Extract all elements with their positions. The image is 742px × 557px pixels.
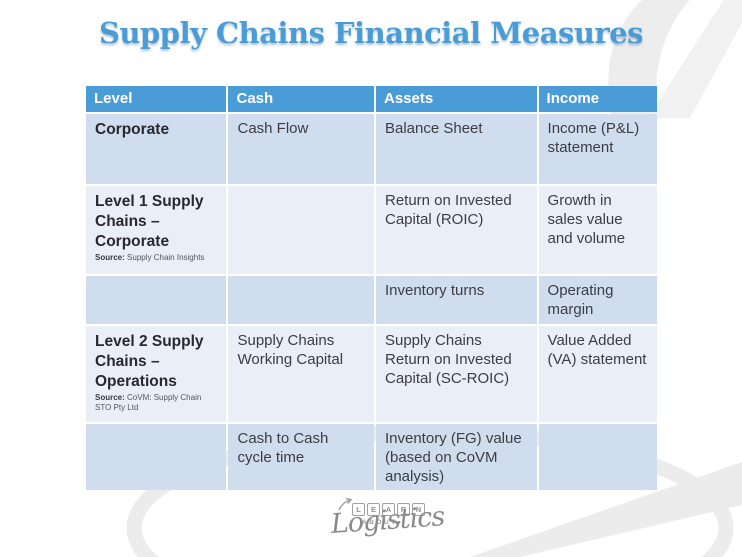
row-level-label: Level 1 Supply Chains – Corporate xyxy=(95,193,204,251)
source-label: Source: xyxy=(95,253,125,263)
cell-level: Level 2 Supply Chains – Operations Sourc… xyxy=(86,325,227,422)
cell-assets: Balance Sheet xyxy=(375,114,537,184)
cell-cash xyxy=(228,276,374,324)
cell-income: Value Added (VA) statement xyxy=(538,325,657,422)
col-header-assets: Assets xyxy=(375,86,537,112)
source-text: CoVM: Supply Chain STO Pty Ltd xyxy=(95,393,202,412)
cell-level xyxy=(86,423,227,491)
row-level-label: Corporate xyxy=(95,121,170,138)
cell-assets: Inventory (FG) value (based on CoVM anal… xyxy=(375,423,537,491)
col-header-cash: Cash xyxy=(228,86,374,112)
cell-cash: Cash Flow xyxy=(228,114,374,184)
cell-level xyxy=(86,276,227,324)
cell-income: Operating margin xyxy=(538,276,657,324)
source-note: Source: Supply Chain Insights xyxy=(95,253,217,263)
row-level-label: Level 2 Supply Chains – Operations xyxy=(95,332,204,391)
financial-measures-table: Level Cash Assets Income Corporate Cash … xyxy=(84,84,659,492)
table-row: Inventory turns Operating margin xyxy=(86,276,657,324)
col-header-level: Level xyxy=(86,86,227,112)
table-row: Level 2 Supply Chains – Operations Sourc… xyxy=(86,325,657,422)
cell-level: Corporate xyxy=(86,114,227,184)
cell-cash xyxy=(228,186,374,274)
cell-assets: Inventory turns xyxy=(375,276,537,324)
cell-cash: Supply Chains Working Capital xyxy=(228,325,374,422)
cell-cash: Cash to Cash cycle time xyxy=(228,423,374,491)
cell-level: Level 1 Supply Chains – Corporate Source… xyxy=(86,186,227,274)
logo-logistics-script: Logistics xyxy=(329,501,446,540)
cell-income xyxy=(538,423,657,491)
table-row: Level 1 Supply Chains – Corporate Source… xyxy=(86,186,657,274)
cell-assets: Supply Chains Return on Invested Capital… xyxy=(375,325,537,422)
table-row: Cash to Cash cycle time Inventory (FG) v… xyxy=(86,423,657,491)
learn-about-logistics-logo: L E A R N ABOUT• Logistics xyxy=(329,495,482,553)
source-note: Source: CoVM: Supply Chain STO Pty Ltd xyxy=(95,393,217,412)
col-header-income: Income xyxy=(538,86,657,112)
cell-income: Growth in sales value and volume xyxy=(538,186,657,274)
source-text: Supply Chain Insights xyxy=(127,253,205,263)
table-row: Corporate Cash Flow Balance Sheet Income… xyxy=(86,114,657,184)
table-header-row: Level Cash Assets Income xyxy=(86,86,657,112)
source-label: Source: xyxy=(95,393,125,403)
cell-assets: Return on Invested Capital (ROIC) xyxy=(375,186,537,274)
page-title: Supply Chains Financial Measures xyxy=(99,16,643,50)
cell-income: Income (P&L) statement xyxy=(538,114,657,184)
